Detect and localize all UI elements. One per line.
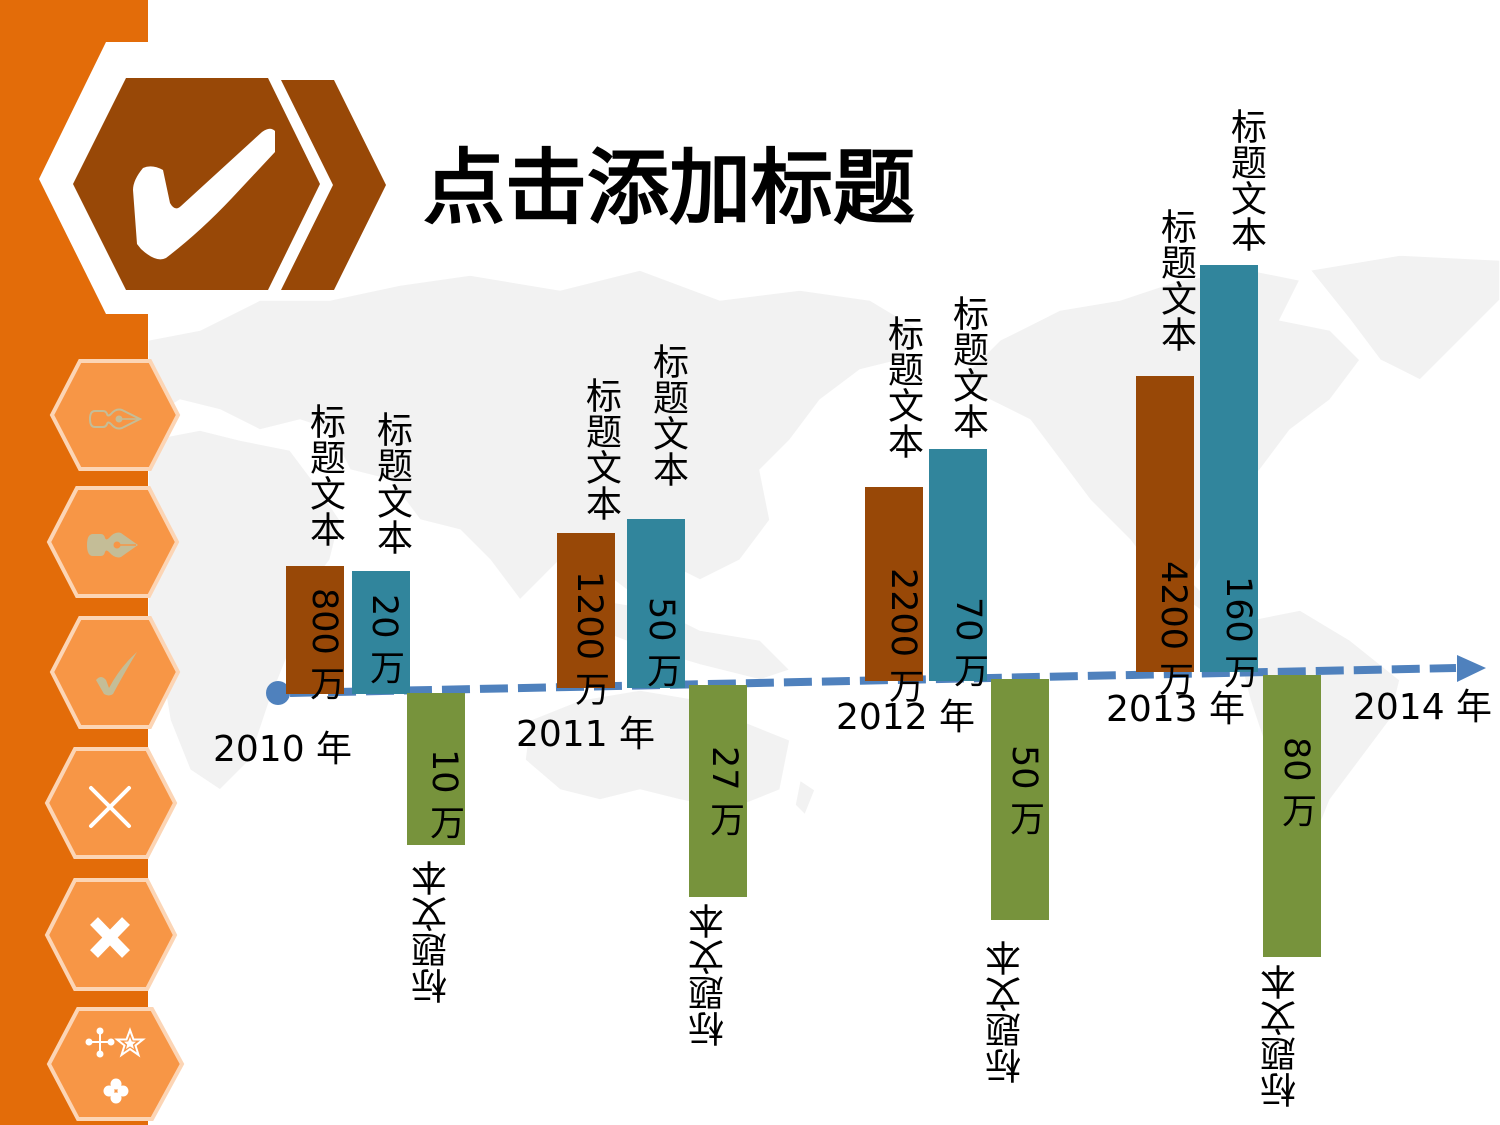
bar-2012-green-value: 50 万 [1004,745,1044,836]
bar-2013-teal-value: 160 万 [1218,576,1258,689]
bar-2013-brown-label: 标题文本 [1155,208,1196,352]
bar-2012-teal-value: 70 万 [948,597,988,688]
sidebar-hex-3 [49,616,181,729]
bar-2011-teal-value: 50 万 [641,597,681,688]
bar-2011-brown[interactable] [557,533,615,688]
sidebar-hex-4 [44,747,178,859]
header-badge [73,78,386,290]
decorative-symbols-icon [85,1027,146,1104]
clover-icon [103,1078,129,1104]
bar-2010-brown[interactable] [286,566,344,694]
thin-x-icon [89,786,131,828]
bold-x-icon [90,917,130,958]
year-label-2013: 2013 年 [1106,689,1246,730]
timeline-start-dot [266,681,290,705]
year-label-2010: 2010 年 [213,729,353,770]
bar-2013-teal[interactable] [1200,265,1258,672]
bar-2012-green[interactable] [991,679,1049,920]
bar-2010-teal[interactable] [352,571,410,694]
bar-2013-green[interactable] [1263,675,1321,957]
bar-2013-brown-value: 4200 万 [1153,561,1193,697]
star-icon [114,1027,146,1058]
bar-2010-brown-value: 800 万 [304,588,344,701]
cross-arrows-icon [85,1027,115,1058]
bar-2011-brown-value: 1200 万 [569,571,609,707]
bar-2012-teal-label: 标题文本 [947,295,988,439]
bar-2010-green-value: 10 万 [424,749,464,840]
year-label-2012: 2012 年 [836,697,976,738]
header-hexagon [73,78,320,290]
bar-2011-teal[interactable] [627,519,685,688]
checkmark-icon [96,652,137,696]
checkmark-icon [133,128,275,260]
year-label-2011: 2011 年 [516,714,656,755]
bar-2011-teal-label: 标题文本 [647,343,688,487]
bar-2013-teal-label: 标题文本 [1225,108,1266,252]
timeline-arrow-head [1457,655,1486,682]
map-eurasia [147,269,922,602]
bar-2011-green-value: 27 万 [704,746,744,837]
bar-2010-teal-value: 20 万 [364,594,404,685]
bar-2012-teal[interactable] [929,449,987,681]
bar-2013-brown[interactable] [1136,376,1194,672]
bar-2013-green-value: 80 万 [1276,737,1316,828]
bar-2013-green-label: 标题文本 [1261,964,1302,1108]
bar-2010-brown-label: 标题文本 [304,403,345,547]
bar-2010-teal-label: 标题文本 [371,411,412,555]
pen-nib-filled-icon [87,532,138,558]
header-chevron [281,80,386,290]
sidebar-hex-6 [46,1007,185,1121]
bar-2011-green-label: 标题文本 [689,903,730,1047]
bar-2012-brown-label: 标题文本 [882,315,923,459]
bar-2012-green-label: 标题文本 [986,940,1027,1084]
bar-2010-green-label: 标题文本 [412,860,453,1004]
pen-nib-outline-icon [88,408,143,430]
bar-2012-brown[interactable] [865,487,923,681]
map-new-zealand [794,778,816,817]
bar-2011-brown-label: 标题文本 [580,377,621,521]
bar-2012-brown-value: 2200 万 [883,568,923,704]
page-title[interactable]: 点击添加标题 [423,141,916,236]
map-greenland [1308,254,1500,381]
bar-2010-green[interactable] [407,693,465,845]
year-label-2014: 2014 年 [1353,687,1493,728]
sidebar-hex-1 [49,359,181,471]
bar-2011-green[interactable] [689,685,747,897]
